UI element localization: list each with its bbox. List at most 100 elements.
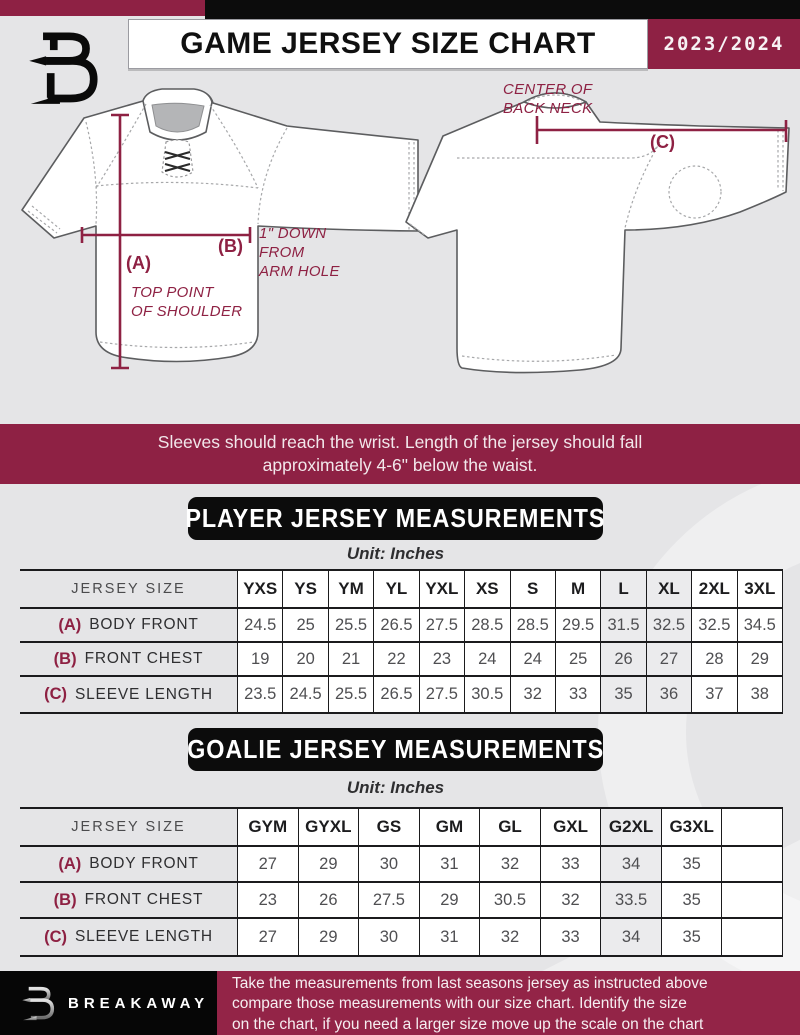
size-value-cell: 33: [539, 847, 601, 883]
size-header-cell: 2XL: [691, 571, 737, 609]
size-column-header: JERSEY SIZE: [20, 571, 237, 609]
player-section-header: PLAYER JERSEY MEASUREMENTS: [185, 497, 606, 540]
size-value-cell: 29: [418, 883, 480, 919]
size-header-cell: YXS: [237, 571, 283, 609]
size-value-cell: 30.5: [479, 883, 540, 919]
size-value-cell: 35: [600, 677, 646, 712]
size-value-cell: 24.5: [282, 677, 328, 712]
measurement-row-label: (B) FRONT CHEST: [20, 643, 237, 677]
back-jersey-drawing: [405, 92, 790, 374]
size-value-cell: 28: [691, 643, 737, 677]
size-value-cell: 21: [327, 643, 374, 677]
size-header-cell: YM: [327, 571, 374, 609]
size-header-cell: XL: [645, 571, 692, 609]
back-jersey-stitching: [409, 94, 784, 362]
goalie-unit-label: Unit: Inches: [346, 778, 445, 797]
measure-b-key: (B): [218, 236, 243, 256]
size-value-cell: 35: [660, 847, 722, 883]
size-column-header: JERSEY SIZE: [20, 809, 237, 847]
size-value-cell: 30: [358, 919, 419, 955]
measure-b-desc: 1" DOWN FROM ARM HOLE: [259, 224, 340, 281]
size-header-cell: YS: [282, 571, 328, 609]
size-value-cell: 28.5: [509, 609, 555, 643]
measure-a-desc-line1: TOP POINT: [131, 284, 214, 301]
size-value-cell: [721, 847, 782, 883]
size-header-cell: GM: [418, 809, 480, 847]
measure-a-key: (A): [126, 253, 151, 273]
brand-name: BREAKAWAY: [68, 994, 210, 1012]
size-header-cell: GL: [479, 809, 540, 847]
front-jersey-laces: [164, 150, 191, 173]
center-back-neck-line1: CENTER OF: [503, 81, 593, 98]
size-value-cell: 30.5: [464, 677, 510, 712]
size-value-cell: 32.5: [645, 609, 692, 643]
size-header-cell: [721, 809, 782, 847]
size-value-cell: 23: [418, 643, 465, 677]
size-value-cell: 28.5: [464, 609, 510, 643]
size-value-cell: 27.5: [418, 609, 465, 643]
size-value-cell: 25: [282, 609, 328, 643]
title-bar: GAME JERSEY SIZE CHART: [128, 19, 648, 69]
size-value-cell: 27: [237, 919, 298, 955]
size-value-cell: 22: [373, 643, 419, 677]
size-value-cell: 29: [297, 919, 359, 955]
measurement-row-label: (C) SLEEVE LENGTH: [44, 685, 213, 703]
size-value-cell: 24.5: [237, 609, 283, 643]
size-header-cell: L: [600, 571, 646, 609]
footer-instructions: Take the measurements from last seasons …: [217, 971, 800, 1035]
measure-a-desc: TOP POINT OF SHOULDER: [131, 283, 242, 321]
measure-b-desc-line2: FROM: [259, 244, 305, 261]
size-value-cell: 33: [554, 677, 601, 712]
size-value-cell: 31: [418, 847, 480, 883]
player-section-title: PLAYER JERSEY MEASUREMENTS: [185, 503, 606, 533]
size-header-cell: XS: [464, 571, 510, 609]
size-value-cell: 31: [418, 919, 480, 955]
fit-notice-line1: Sleeves should reach the wrist. Length o…: [157, 432, 643, 452]
footer-instructions-line2: compare those measurements with our size…: [232, 995, 687, 1013]
size-value-cell: 29: [297, 847, 359, 883]
size-value-cell: 27.5: [418, 677, 465, 712]
size-value-cell: 32.5: [691, 609, 737, 643]
footer-instructions-line3: on the chart, if you need a larger size …: [232, 1015, 704, 1033]
center-back-neck-label: CENTER OF BACK NECK: [503, 80, 592, 118]
size-value-cell: 26.5: [373, 677, 419, 712]
size-header-cell: 3XL: [736, 571, 782, 609]
center-back-neck-line2: BACK NECK: [503, 100, 593, 117]
size-value-cell: 32: [539, 883, 601, 919]
size-value-cell: 30: [358, 847, 419, 883]
size-value-cell: 34: [600, 847, 661, 883]
size-value-cell: [721, 919, 782, 955]
goalie-section-title: GOALIE JERSEY MEASUREMENTS: [187, 734, 604, 764]
size-value-cell: 20: [282, 643, 328, 677]
size-value-cell: 29.5: [554, 609, 601, 643]
measurement-row-label: (A) BODY FRONT: [20, 609, 237, 643]
top-accent-strip-maroon: [0, 0, 205, 16]
size-value-cell: 26: [297, 883, 359, 919]
size-header-cell: GYM: [237, 809, 298, 847]
breakaway-b-logo-icon: [29, 32, 98, 104]
size-value-cell: 23: [237, 883, 298, 919]
size-value-cell: 25.5: [327, 677, 374, 712]
size-header-cell: YXL: [418, 571, 465, 609]
measure-a-desc-line2: OF SHOULDER: [131, 303, 243, 320]
page-title: GAME JERSEY SIZE CHART: [180, 27, 596, 60]
size-value-cell: [721, 883, 782, 919]
size-header-cell: GYXL: [297, 809, 359, 847]
footer-instructions-line1: Take the measurements from last seasons …: [232, 974, 708, 992]
measurement-row-label: (B) FRONT CHEST: [20, 883, 237, 919]
size-value-cell: 33: [539, 919, 601, 955]
top-accent-strip-black: [205, 0, 800, 19]
size-value-cell: 27: [237, 847, 298, 883]
fit-notice-banner: Sleeves should reach the wrist. Length o…: [0, 424, 800, 484]
breakaway-b-logo-footer-icon: [22, 986, 55, 1021]
size-value-cell: 27: [645, 643, 692, 677]
goalie-section-header: GOALIE JERSEY MEASUREMENTS: [187, 728, 604, 771]
size-value-cell: 34.5: [736, 609, 782, 643]
size-value-cell: 23.5: [237, 677, 283, 712]
size-value-cell: 25: [554, 643, 601, 677]
measurement-lines: [80, 113, 788, 370]
player-size-table: JERSEY SIZE YXS YS YM YL YXL XS S M L XL 2XL 3XL (A) B…: [20, 569, 783, 714]
size-header-cell: S: [509, 571, 555, 609]
measure-b-desc-line1: 1" DOWN: [259, 225, 327, 242]
